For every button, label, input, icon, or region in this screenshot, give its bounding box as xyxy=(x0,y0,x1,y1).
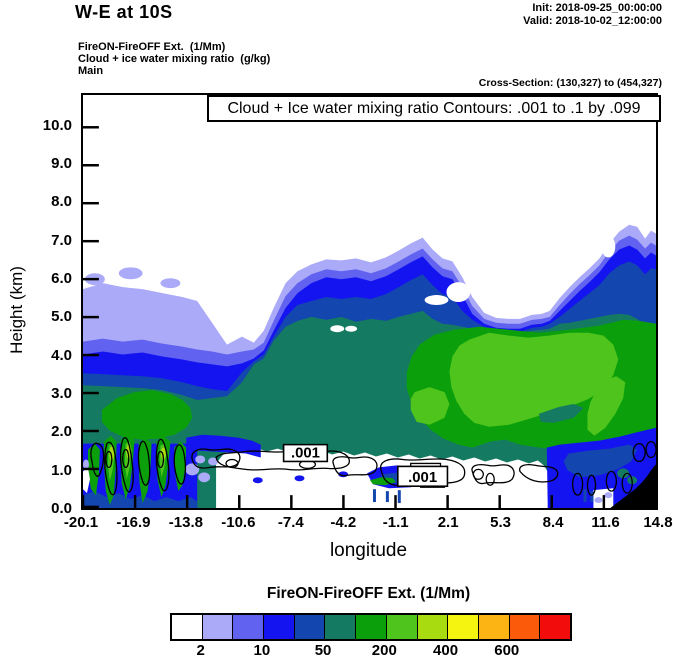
colorbar-cell xyxy=(293,615,325,639)
y-tick-label: 0.0 xyxy=(51,499,72,517)
grid-line: Main xyxy=(78,65,104,77)
x-tick-label: -20.1 xyxy=(63,514,99,531)
colorbar xyxy=(170,613,572,641)
colorbar-cell xyxy=(172,615,202,639)
y-tick-label: 1.0 xyxy=(51,461,72,479)
x-tick-label: 11.6 xyxy=(591,514,620,531)
colorbar-cell xyxy=(201,615,233,639)
colorbar-cell xyxy=(447,615,478,639)
x-tick-label: -16.9 xyxy=(116,514,151,531)
y-tick-label: 10.0 xyxy=(42,116,72,134)
contour-label-box xyxy=(397,465,449,488)
x-tick-label: -4.2 xyxy=(330,514,357,531)
colorbar-cell xyxy=(539,615,570,639)
x-tick-label: 2.1 xyxy=(437,514,459,531)
plot-area: .001 .001 xyxy=(81,93,658,510)
colorbar-tick-label: 2 xyxy=(196,642,205,659)
colorbar-tick-label: 600 xyxy=(494,642,520,659)
colorbar-cell xyxy=(416,615,448,639)
variable-line: Cloud + ice water mixing ratio (g/kg) xyxy=(78,53,271,65)
cross-section-info: Cross-Section: (130,327) to (454,327) xyxy=(478,77,662,89)
y-tick-label: 5.0 xyxy=(51,308,72,326)
x-tick-label: 5.3 xyxy=(490,514,512,531)
y-tick-label: 8.0 xyxy=(51,193,72,211)
y-tick-label: 2.0 xyxy=(51,423,72,441)
y-tick-label: 3.0 xyxy=(51,384,72,402)
y-tick-label: 6.0 xyxy=(51,269,72,287)
colorbar-cell xyxy=(385,615,417,639)
colorbar-cell xyxy=(508,615,540,639)
colorbar-cell xyxy=(232,615,264,639)
colorbar-cell xyxy=(355,615,386,639)
x-tick-label: 14.8 xyxy=(643,514,673,531)
experiment-line: FireON-FireOFF Ext. (1/Mm) xyxy=(78,41,226,53)
x-tick-label: -1.1 xyxy=(382,514,409,531)
contour-field: .001 .001 xyxy=(83,95,656,508)
contour-legend-box: Cloud + Ice water mixing ratio Contours:… xyxy=(207,95,661,122)
colorbar-tick-label: 50 xyxy=(314,642,332,659)
experiment-info: FireON-FireOFF Ext. (1/Mm) Cloud + ice wa… xyxy=(78,41,270,77)
x-axis-label: longitude xyxy=(329,540,408,561)
contour-label: .001 xyxy=(408,470,437,486)
y-tick-label: 9.0 xyxy=(51,154,72,172)
colorbar-tick-label: 200 xyxy=(371,642,397,659)
colorbar-tick-label: 10 xyxy=(253,642,271,659)
x-tick-label: -7.4 xyxy=(277,514,304,531)
colorbar-cell xyxy=(324,615,356,639)
colorbar-cell xyxy=(263,615,294,639)
colorbar-cell xyxy=(477,615,509,639)
y-tick-label: 7.0 xyxy=(51,231,72,249)
y-tick-label: 4.0 xyxy=(51,346,72,364)
init-time: Init: 2018-09-25_00:00:00 xyxy=(532,2,662,14)
contour-label-box xyxy=(282,443,329,463)
valid-time: Valid: 2018-10-02_12:00:00 xyxy=(523,15,662,27)
x-tick-label: -13.8 xyxy=(168,514,203,531)
x-tick-label: 8.4 xyxy=(542,514,564,531)
colorbar-title: FireON-FireOFF Ext. (1/Mm) xyxy=(266,585,471,602)
x-tick-label: -10.6 xyxy=(221,514,256,531)
run-times: Init: 2018-09-25_00:00:00 Valid: 2018-10-… xyxy=(523,2,662,28)
page-title: W-E at 10S xyxy=(75,2,173,22)
contour-label: .001 xyxy=(291,446,320,462)
colorbar-tick-label: 400 xyxy=(433,642,459,659)
